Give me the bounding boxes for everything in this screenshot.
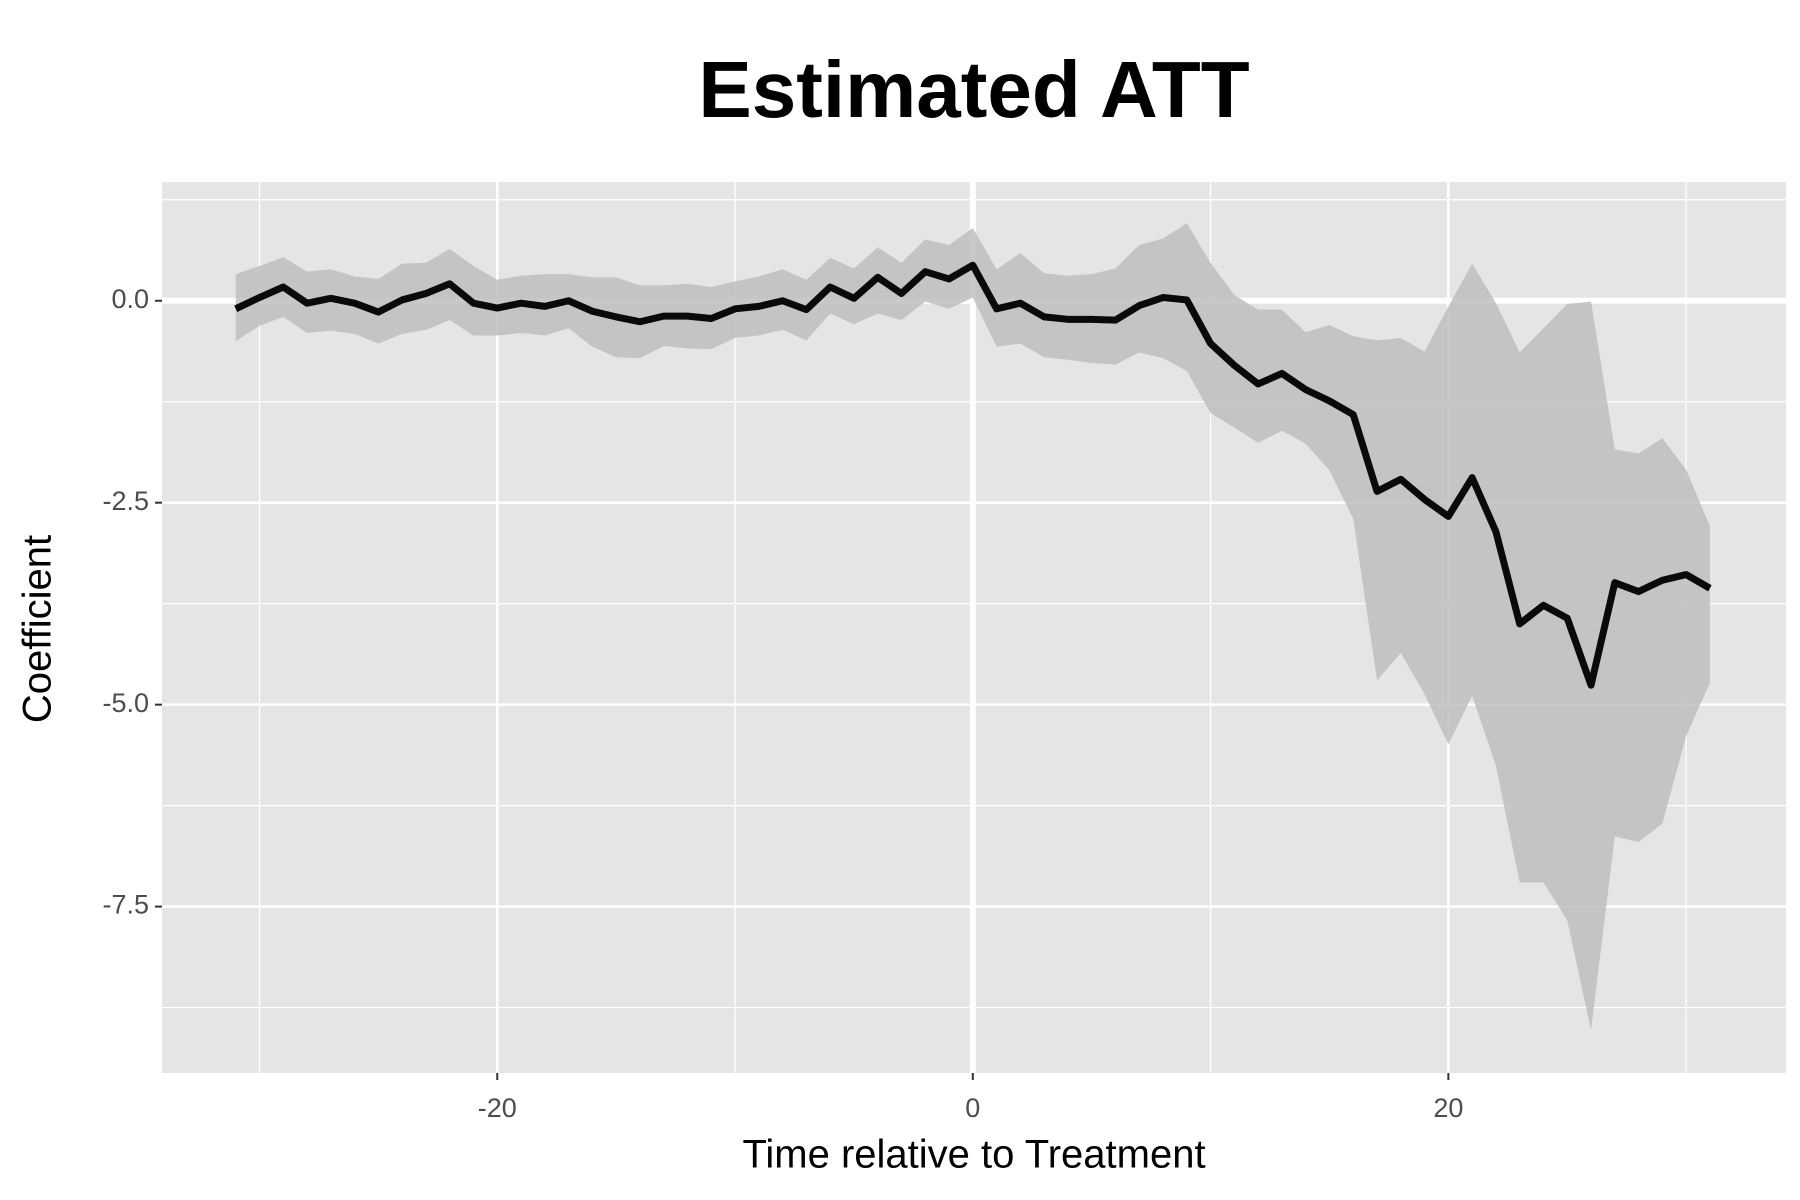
x-tick-label: 20	[1433, 1093, 1463, 1123]
confidence-band	[235, 223, 1710, 1031]
line	[234, 261, 1712, 689]
y-tick-label: 0.0	[111, 284, 149, 314]
y-axis-title: Coefficient	[16, 535, 60, 723]
y-tick-label: -5.0	[102, 688, 149, 718]
x-tick-label: 0	[965, 1093, 980, 1123]
y-tick-label: -7.5	[102, 890, 149, 920]
y-tick-label: -2.5	[102, 486, 149, 516]
x-tick-label: -20	[478, 1093, 517, 1123]
x-axis-title: Time relative to Treatment	[742, 1133, 1205, 1177]
chart-title: Estimated ATT	[698, 45, 1249, 134]
